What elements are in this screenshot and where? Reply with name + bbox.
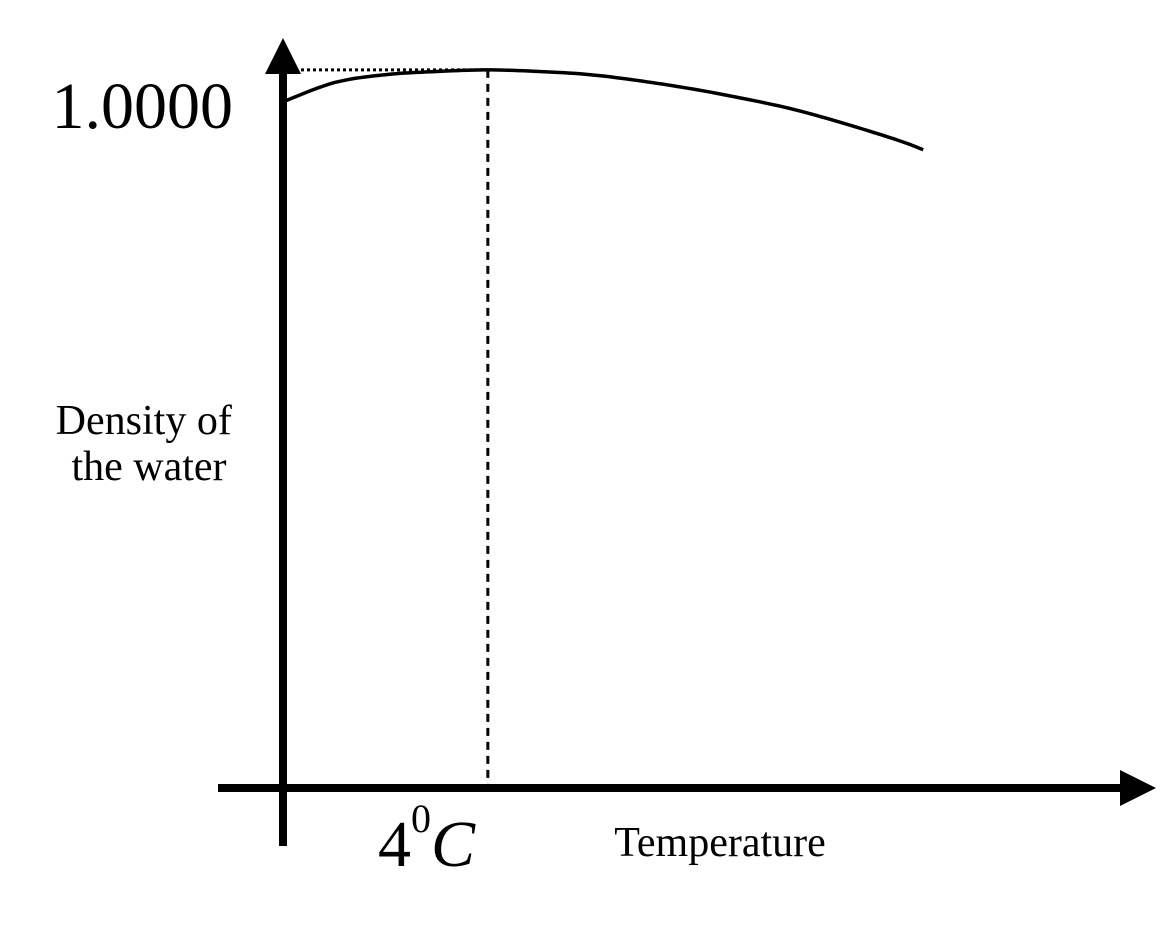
y-axis-arrow-icon — [265, 38, 301, 74]
y-axis-label: Density of the water — [56, 398, 243, 490]
y-tick-label: 1.0000 — [52, 70, 234, 143]
density-curve-line — [282, 68, 924, 152]
x-tick-label: 40C — [378, 796, 476, 881]
x-axis-label: Temperature — [614, 820, 826, 866]
x-axis-arrow-icon — [1120, 770, 1156, 806]
